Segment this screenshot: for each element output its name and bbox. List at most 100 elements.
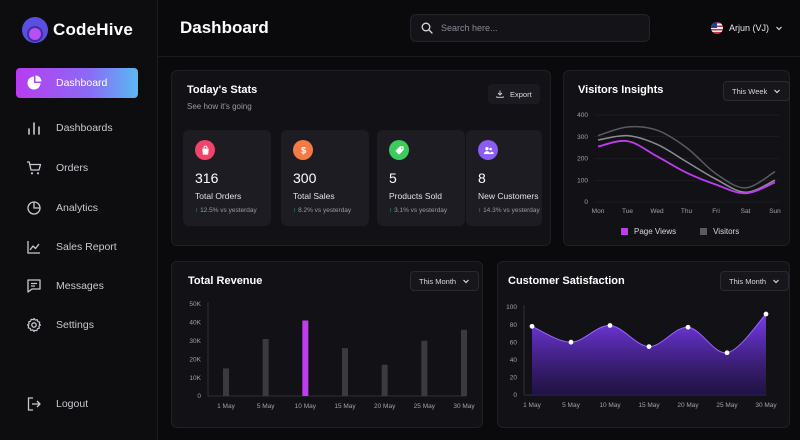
y-tick-label: 30K bbox=[189, 338, 201, 345]
sidebar-item-label: Settings bbox=[56, 319, 94, 331]
bar-15-may bbox=[342, 348, 348, 396]
stat-change: ↑ 12.5% vs yesterday bbox=[195, 207, 257, 214]
user-menu[interactable]: Arjun (VJ) bbox=[711, 22, 783, 34]
sidebar-item-label: Messages bbox=[56, 280, 104, 292]
stat-label: Total Sales bbox=[293, 191, 335, 201]
line-chart-icon bbox=[27, 241, 40, 254]
stat-tile-total-sales: $ 300 Total Sales ↑ 8.2% vs yesterday bbox=[281, 130, 369, 226]
users-icon bbox=[478, 140, 498, 160]
download-icon bbox=[496, 90, 504, 98]
sidebar-item-orders[interactable]: Orders bbox=[16, 153, 138, 183]
sidebar-item-messages[interactable]: Messages bbox=[16, 271, 138, 301]
sidebar-item-dashboard[interactable]: Dashboard bbox=[16, 68, 138, 98]
x-tick-label: Sat bbox=[741, 208, 751, 215]
x-tick-label: 25 May bbox=[716, 402, 738, 409]
revenue-period-dropdown[interactable]: This Month bbox=[410, 271, 480, 291]
visitors-insights-card: Visitors Insights This Week 0 100 200 300 40… bbox=[563, 70, 791, 246]
export-button[interactable]: Export bbox=[488, 84, 540, 104]
total-revenue-card: Total Revenue This Month 0 10K 20K 30K 40K 50… bbox=[171, 261, 483, 428]
y-tick-label: 40 bbox=[510, 357, 518, 364]
arrow-up-icon: ↑ bbox=[293, 207, 297, 214]
legend-item-page-views: Page Views bbox=[621, 227, 676, 236]
sidebar-item-label: Dashboard bbox=[56, 77, 108, 89]
stat-change: ↑ 3.1% vs yesterday bbox=[389, 207, 448, 214]
x-tick-label: 5 May bbox=[562, 402, 580, 409]
stat-label: Total Orders bbox=[195, 191, 242, 201]
stat-value: 300 bbox=[293, 170, 317, 186]
sidebar-item-sales-report[interactable]: Sales Report bbox=[16, 232, 138, 262]
export-label: Export bbox=[510, 89, 532, 99]
data-point-25-may bbox=[724, 350, 730, 356]
visitors-period-dropdown[interactable]: This Week bbox=[723, 81, 791, 101]
arrow-up-icon: ↑ bbox=[389, 207, 393, 214]
arrow-up-icon: ↑ bbox=[195, 207, 199, 214]
logout-icon bbox=[27, 397, 41, 411]
stat-tile-products-sold: 5 Products Sold ↑ 3.1% vs yesterday bbox=[377, 130, 465, 226]
search-bar[interactable] bbox=[410, 14, 650, 42]
sidebar-item-settings[interactable]: Settings bbox=[16, 310, 138, 340]
header-divider bbox=[158, 56, 800, 57]
x-tick-label: 5 May bbox=[257, 403, 275, 410]
sidebar-item-analytics[interactable]: Analytics bbox=[16, 193, 138, 223]
revenue-bar-chart: 0 10K 20K 30K 40K 50K 1 May 5 May 10 May 15 May 20… bbox=[189, 301, 475, 410]
x-tick-label: 15 May bbox=[334, 403, 356, 410]
data-point-10-may bbox=[607, 323, 613, 328]
legend-swatch bbox=[700, 228, 708, 235]
x-tick-label: 30 May bbox=[755, 402, 777, 409]
shopping-bag-icon bbox=[195, 140, 215, 160]
sidebar-item-label: Analytics bbox=[56, 202, 99, 214]
x-tick-label: 20 May bbox=[677, 402, 699, 409]
bar-30-may bbox=[461, 329, 467, 396]
stat-label: New Customers bbox=[478, 191, 539, 201]
satisfaction-period-dropdown[interactable]: This Month bbox=[720, 271, 790, 291]
x-tick-label: Tue bbox=[622, 208, 633, 215]
satisfaction-area bbox=[532, 314, 766, 395]
dropdown-value: This Month bbox=[729, 276, 767, 286]
series-line-page-views bbox=[597, 139, 776, 195]
stat-tile-new-customers: 8 New Customers ↑ 14.3% vs yesterday bbox=[466, 130, 542, 226]
x-tick-label: 1 May bbox=[217, 403, 235, 410]
series-line-visitors bbox=[597, 125, 776, 189]
x-tick-label: Fri bbox=[712, 208, 720, 215]
stat-label: Products Sold bbox=[389, 191, 442, 201]
chevron-down-icon bbox=[774, 89, 781, 94]
x-tick-label: 25 May bbox=[414, 403, 436, 410]
data-point-20-may bbox=[685, 324, 691, 330]
x-tick-label: 30 May bbox=[453, 403, 475, 410]
dollar-icon: $ bbox=[293, 140, 313, 160]
stats-card-subtitle: See how it's going bbox=[187, 102, 252, 111]
data-point-30-may bbox=[763, 311, 769, 317]
x-tick-label: 15 May bbox=[638, 402, 660, 409]
data-point-15-may bbox=[646, 344, 652, 349]
sidebar-item-label: Sales Report bbox=[56, 241, 117, 253]
visitors-card-title: Visitors Insights bbox=[578, 84, 664, 96]
y-tick-label: 0 bbox=[584, 199, 588, 206]
customer-satisfaction-card: Customer Satisfaction This Month 0 20 40 60… bbox=[497, 261, 790, 428]
brand[interactable]: CodeHive bbox=[22, 17, 133, 43]
brand-name: CodeHive bbox=[53, 20, 134, 39]
stat-change: ↑ 14.3% vs yesterday bbox=[478, 207, 540, 214]
x-tick-label: 20 May bbox=[374, 403, 396, 410]
sidebar-item-label: Orders bbox=[56, 162, 89, 174]
satisfaction-area-chart: 0 20 40 60 80 100 1 May 5 May 10 May 15 May 20 May… bbox=[506, 304, 777, 409]
y-tick-label: 400 bbox=[577, 112, 588, 119]
y-tick-label: 0 bbox=[197, 393, 201, 400]
x-tick-label: 10 May bbox=[599, 402, 621, 409]
y-tick-label: 20 bbox=[510, 375, 518, 382]
dropdown-value: This Week bbox=[732, 86, 768, 96]
sidebar: CodeHive Dashboard Dashboards Orders Ana… bbox=[0, 0, 158, 440]
y-tick-label: 50K bbox=[189, 301, 201, 308]
legend-item-visitors: Visitors bbox=[700, 227, 739, 236]
stat-value: 5 bbox=[389, 170, 397, 186]
satisfaction-card-title: Customer Satisfaction bbox=[508, 275, 625, 287]
visitors-legend: Page Views Visitors bbox=[621, 227, 739, 236]
bar-chart-icon bbox=[28, 122, 40, 135]
y-tick-label: 200 bbox=[577, 156, 588, 163]
sidebar-item-dashboards[interactable]: Dashboards bbox=[16, 113, 138, 143]
x-tick-label: 10 May bbox=[295, 403, 317, 410]
y-tick-label: 100 bbox=[506, 304, 517, 311]
message-icon bbox=[27, 279, 41, 293]
logout-button[interactable]: Logout bbox=[16, 389, 138, 419]
search-input[interactable] bbox=[441, 23, 631, 33]
bar-25-may bbox=[421, 340, 428, 396]
